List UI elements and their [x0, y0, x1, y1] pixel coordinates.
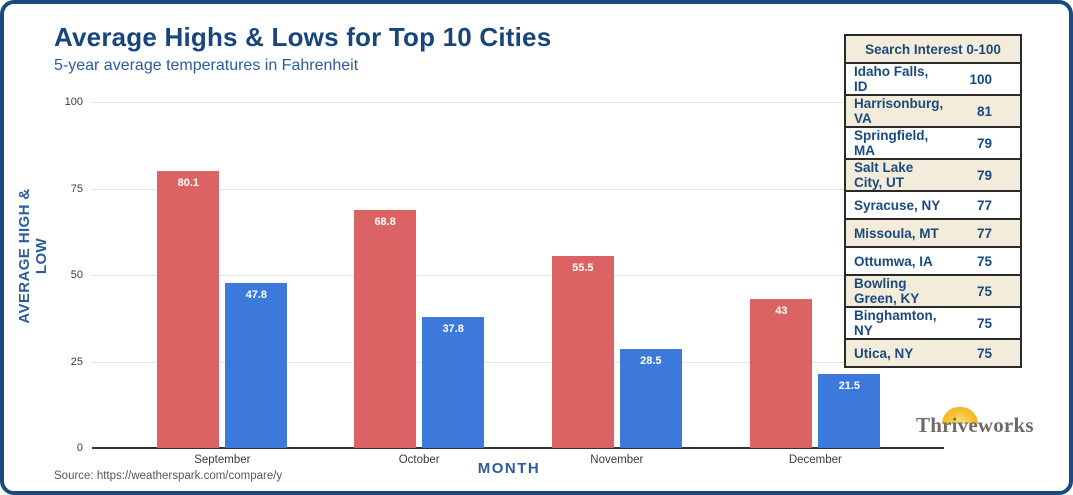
y-tick-75: 75 — [70, 182, 83, 195]
y-axis-title: AVERAGE HIGH & LOW — [16, 188, 50, 324]
bar-average-low-september: 47.8 — [225, 282, 288, 448]
bar-value-label: 21.5 — [838, 379, 861, 392]
table-row: Harrisonburg, VA 81 — [843, 94, 1022, 128]
sun-icon — [942, 407, 978, 424]
table-row: Ottumwa, IA 75 — [843, 246, 1022, 276]
table-row: Salt Lake City, UT 79 — [843, 158, 1022, 192]
chart-header: Average Highs & Lows for Top 10 Cities 5… — [54, 22, 551, 75]
logo-text: Thriveworks — [916, 413, 1034, 437]
page-title: Average Highs & Lows for Top 10 Cities — [54, 22, 552, 52]
table-row: Bowling Green, KY 75 — [843, 274, 1022, 308]
chart-subtitle: 5-year average temperatures in Fahrenhei… — [54, 57, 359, 74]
table-row: Syracuse, NY 77 — [843, 190, 1022, 220]
table-row: Binghamton, NY 75 — [843, 306, 1022, 340]
y-tick-50: 50 — [70, 269, 83, 281]
bar-average-high-september: 80.1 — [157, 170, 220, 448]
table-cell-city: Bowling Green, KY — [843, 274, 944, 308]
x-axis-title: MONTH — [477, 460, 541, 477]
x-tick-october: October — [398, 454, 440, 466]
bar-average-high-october: 68.8 — [354, 209, 417, 448]
x-tick-november: November — [590, 454, 644, 466]
table-cell-value: 75 — [943, 306, 1022, 340]
search-interest-table: Search Interest 0-100 Idaho Falls, ID 100… — [843, 34, 1022, 368]
bar-value-label: 55.5 — [572, 261, 594, 274]
table-cell-value: 79 — [943, 126, 1022, 160]
table-cell-value: 77 — [943, 190, 1022, 220]
table-cell-city: Utica, NY — [843, 338, 944, 368]
gridline-100 — [92, 102, 944, 103]
table-cell-city: Binghamton, NY — [843, 306, 944, 340]
table-cell-value: 75 — [943, 246, 1022, 276]
bar-average-low-november: 28.5 — [619, 349, 682, 448]
bar-average-low-december: 21.5 — [818, 373, 881, 448]
bar-average-high-november: 55.5 — [551, 255, 614, 448]
table-cell-city: Ottumwa, IA — [843, 246, 944, 276]
y-tick-25: 25 — [70, 355, 83, 368]
gridline-50 — [92, 275, 944, 276]
x-tick-september: September — [194, 454, 251, 466]
table-cell-city: Missoula, MT — [843, 218, 944, 248]
table-header: Search Interest 0-100 — [844, 34, 1022, 64]
table-cell-city: Springfield, MA — [843, 126, 944, 160]
bar-group-september: 80.1 47.8 September — [157, 102, 288, 466]
bar-value-label: 43 — [775, 305, 788, 318]
table-row: Utica, NY 75 — [843, 338, 1022, 368]
y-tick-0: 0 — [76, 442, 83, 454]
x-axis-line — [92, 447, 944, 449]
bar-average-high-december: 43 — [750, 299, 813, 448]
table-cell-value: 75 — [943, 338, 1022, 368]
bar-value-label: 80.1 — [177, 176, 200, 189]
gridline-75 — [92, 188, 944, 190]
table-row: Missoula, MT 77 — [843, 218, 1022, 248]
table-cell-city: Salt Lake City, UT — [843, 158, 944, 192]
table-cell-value: 79 — [943, 158, 1022, 192]
table-cell-value: 75 — [943, 274, 1022, 308]
y-tick-100: 100 — [64, 96, 83, 108]
bar-group-november: 55.5 28.5 November — [551, 102, 682, 466]
bar-chart-plot-area: 0 25 50 75 100 80.1 47.8 September 68.8 37.8 Octob… — [65, 96, 944, 466]
bar-value-label: 68.8 — [374, 215, 396, 228]
table-cell-city: Syracuse, NY — [843, 190, 944, 220]
table-cell-value: 100 — [943, 62, 1022, 96]
thriveworks-logo: Thriveworks — [916, 407, 1034, 443]
table-cell-city: Idaho Falls, ID — [843, 62, 944, 96]
table-row: Idaho Falls, ID 100 — [843, 62, 1022, 96]
x-tick-december: December — [788, 454, 842, 466]
bar-group-october: 68.8 37.8 October — [354, 102, 485, 466]
bar-value-label: 37.8 — [442, 323, 464, 336]
table-row: Springfield, MA 79 — [843, 126, 1022, 160]
bar-average-low-october: 37.8 — [422, 317, 485, 448]
bar-value-label: 28.5 — [640, 355, 662, 368]
bar-value-label: 47.8 — [245, 288, 268, 301]
table-cell-value: 77 — [943, 218, 1022, 248]
gridline-25 — [92, 361, 944, 363]
table-cell-city: Harrisonburg, VA — [843, 94, 944, 128]
bar-group-december: 43 21.5 December — [750, 102, 881, 466]
source-note: Source: https://weatherspark.com/compare… — [54, 470, 283, 482]
table-cell-value: 81 — [943, 94, 1022, 128]
